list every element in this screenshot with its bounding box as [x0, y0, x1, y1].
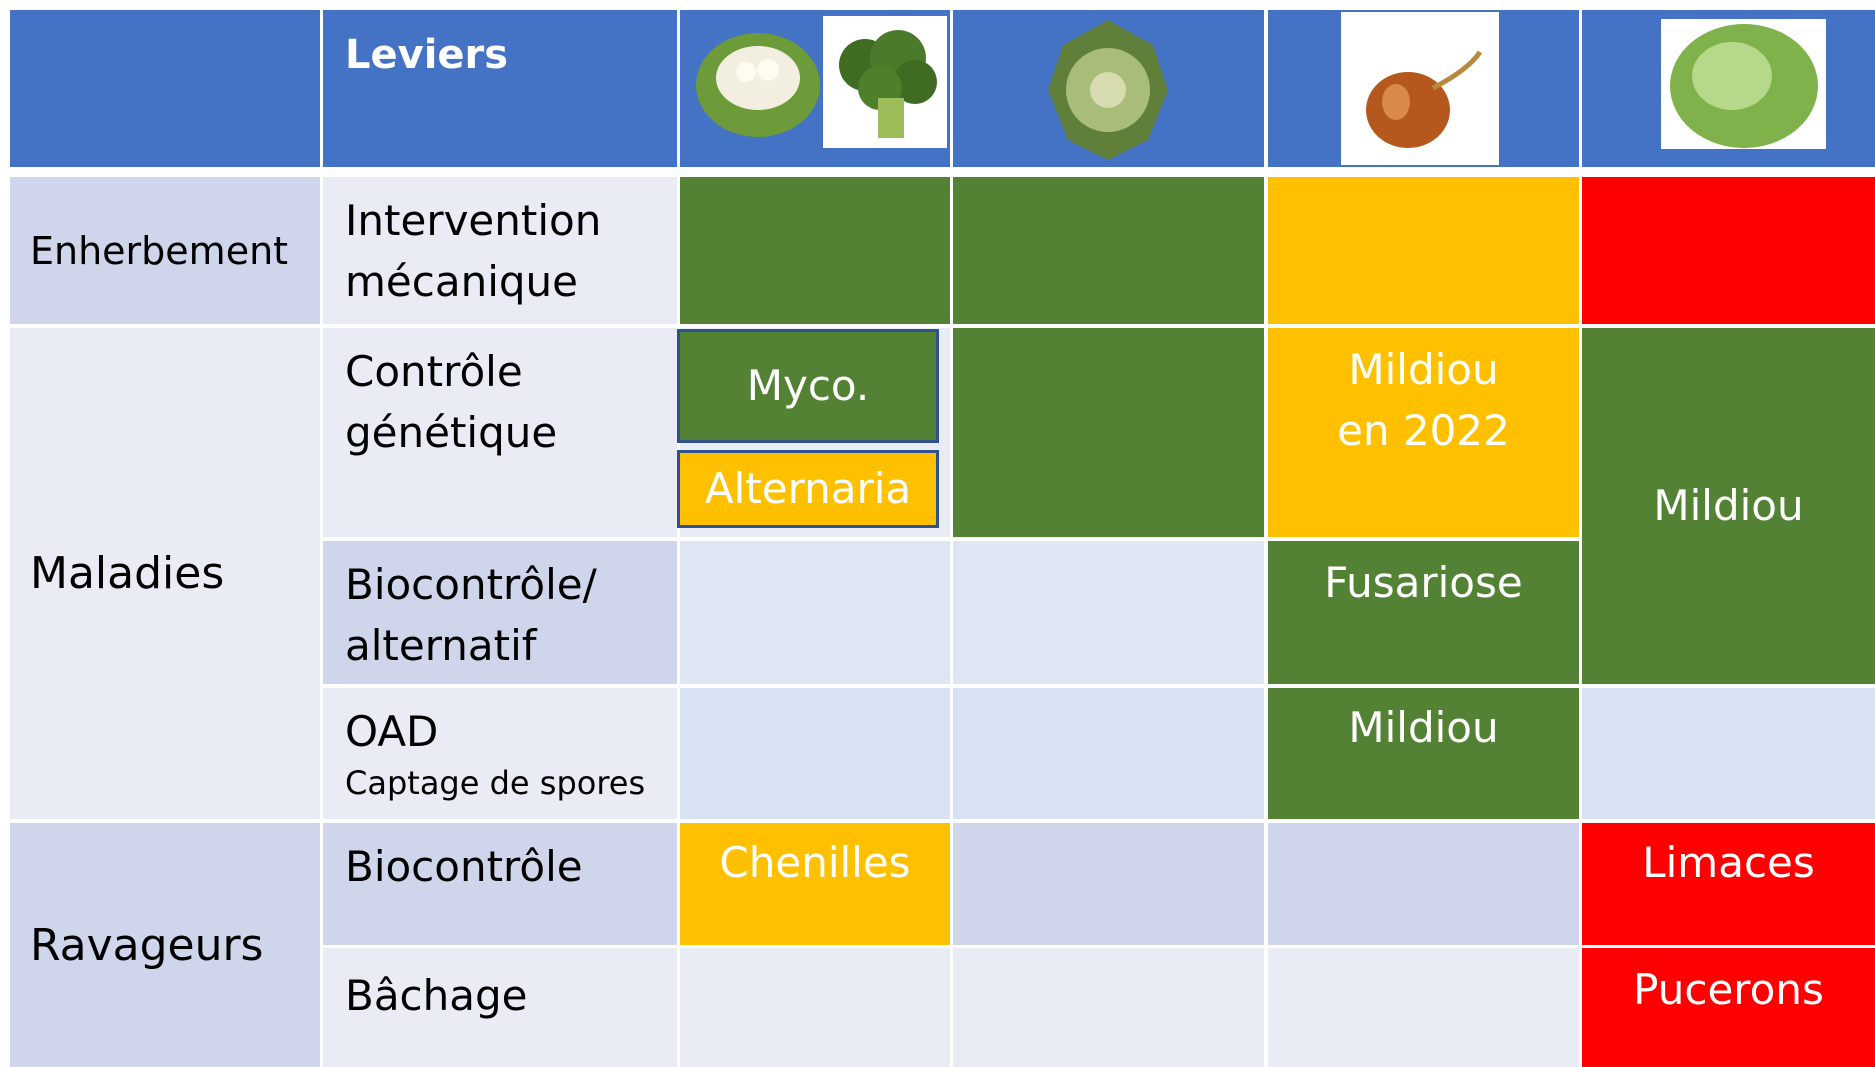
header-cell: [10, 10, 320, 167]
cauliflower-broccoli-icon: [680, 10, 950, 167]
status-cell: Fusariose: [1268, 541, 1579, 684]
lever-text: Biocontrôle: [345, 837, 583, 898]
status-cell: Mildiou: [1582, 328, 1875, 684]
lever-label: Biocontrôle/ alternatif: [323, 541, 677, 684]
lever-label: Intervention mécanique: [323, 177, 677, 324]
onion-icon: [1268, 10, 1579, 167]
status-cell: [680, 541, 950, 684]
page: Leviers Enherbement Maladies Ravageurs I…: [0, 0, 1875, 1067]
header-title: Leviers: [323, 10, 677, 167]
status-cell: [1582, 688, 1875, 819]
status-cell: [953, 541, 1264, 684]
lever-label: Contrôle génétique: [323, 328, 677, 537]
header-image: [953, 10, 1264, 167]
status-cell: [953, 328, 1264, 537]
lever-text: Contrôle génétique: [345, 342, 677, 464]
lever-text: OAD: [345, 702, 438, 763]
lever-note: Captage de spores: [345, 763, 645, 805]
status-cell: Mildiou: [1268, 688, 1579, 819]
header-image: [1582, 10, 1875, 167]
status-cell: [953, 688, 1264, 819]
status-box: Alternaria: [677, 450, 939, 528]
status-box: Myco.: [677, 329, 939, 443]
group-label: Ravageurs: [10, 823, 320, 1067]
lever-text: Intervention mécanique: [345, 191, 677, 313]
header-image: [680, 10, 950, 167]
lever-label: Bâchage: [323, 948, 677, 1067]
group-label: Enherbement: [10, 177, 320, 324]
status-cell: [1582, 177, 1875, 324]
header-image: [1268, 10, 1579, 167]
status-cell: [1268, 823, 1579, 945]
lever-text: Biocontrôle/ alternatif: [345, 555, 677, 677]
status-cell: [680, 177, 950, 324]
status-cell: Chenilles: [680, 823, 950, 945]
group-label: Maladies: [10, 328, 320, 819]
lever-label: Biocontrôle: [323, 823, 677, 945]
artichoke-icon: [953, 10, 1264, 167]
status-cell: Pucerons: [1582, 948, 1875, 1067]
status-cell: [953, 177, 1264, 324]
status-cell: [953, 948, 1264, 1067]
status-cell: [1268, 948, 1579, 1067]
status-cell: Mildiou en 2022: [1268, 328, 1579, 537]
status-cell: [680, 948, 950, 1067]
status-cell: [953, 823, 1264, 945]
status-cell: [680, 688, 950, 819]
status-cell: Limaces: [1582, 823, 1875, 945]
lever-text: Bâchage: [345, 966, 528, 1027]
status-cell: [1268, 177, 1579, 324]
lettuce-icon: [1582, 10, 1875, 167]
